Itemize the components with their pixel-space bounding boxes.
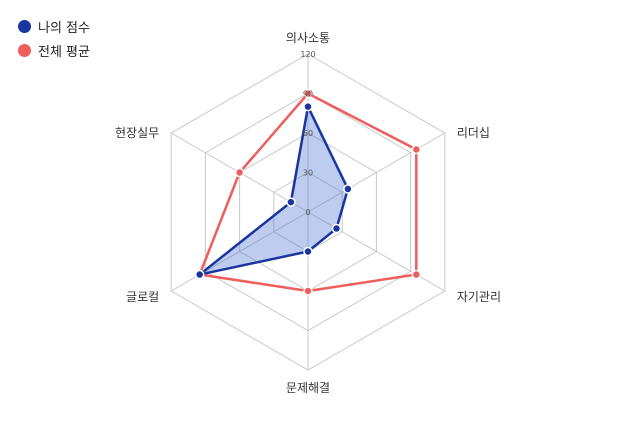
axis-label-3: 문제해결	[286, 381, 330, 395]
chart-legend: 나의 점수 전체 평균	[18, 14, 90, 62]
axis-label-4: 글로컬	[126, 290, 159, 304]
legend-label-average: 전체 평균	[38, 44, 90, 60]
tick-label-30: 30	[303, 169, 313, 178]
data-point-s1-3	[303, 286, 313, 296]
legend-item-average[interactable]: 전체 평균	[18, 38, 90, 62]
grid-spoke-2	[307, 211, 446, 292]
axis-label-5: 현장실무	[115, 126, 159, 140]
axis-label-0: 의사소통	[286, 31, 330, 45]
data-point-s1-0	[303, 88, 313, 99]
tick-label-0: 0	[305, 208, 310, 217]
legend-swatch-my-score	[18, 19, 31, 33]
grid-spoke-1	[307, 132, 446, 213]
tick-label-120: 120	[300, 50, 315, 59]
data-point-s0-2	[331, 223, 342, 234]
axis-label-2: 자기관리	[457, 290, 501, 304]
data-point-s0-1	[343, 184, 353, 194]
data-point-s1-2	[411, 269, 422, 280]
data-point-s0-4	[194, 269, 205, 280]
legend-swatch-average	[18, 43, 31, 57]
data-point-s0-0	[303, 101, 313, 112]
tick-label-60: 60	[303, 129, 313, 138]
legend-item-my-score[interactable]: 나의 점수	[18, 14, 90, 38]
data-point-s0-5	[286, 197, 296, 207]
legend-label-my-score: 나의 점수	[38, 20, 90, 36]
data-point-s1-5	[234, 167, 245, 178]
axis-label-1: 리더십	[457, 126, 490, 140]
data-point-s0-3	[303, 246, 313, 257]
data-point-s1-1	[411, 144, 422, 155]
tick-label-90: 90	[303, 90, 313, 99]
grid-spoke-4	[170, 211, 309, 292]
